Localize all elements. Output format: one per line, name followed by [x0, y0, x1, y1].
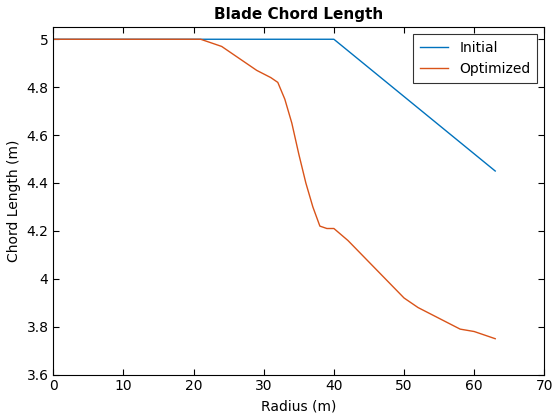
Optimized: [274, 80, 281, 85]
Optimized: [218, 44, 225, 49]
Optimized: [485, 334, 492, 339]
Optimized: [204, 39, 211, 44]
Optimized: [443, 320, 450, 325]
Line: Optimized: Optimized: [53, 39, 495, 339]
Optimized: [400, 295, 407, 300]
Optimized: [246, 63, 253, 68]
Optimized: [386, 281, 393, 286]
Optimized: [282, 97, 288, 102]
Initial: [330, 37, 337, 42]
Optimized: [268, 75, 274, 80]
Optimized: [471, 329, 478, 334]
Optimized: [260, 71, 267, 76]
Optimized: [344, 238, 351, 243]
Optimized: [225, 49, 232, 54]
Initial: [120, 37, 127, 42]
Optimized: [197, 37, 204, 42]
Optimized: [296, 152, 302, 157]
Optimized: [302, 181, 309, 186]
Title: Blade Chord Length: Blade Chord Length: [214, 7, 384, 22]
Optimized: [211, 42, 218, 47]
Optimized: [492, 336, 498, 341]
Optimized: [429, 312, 436, 317]
X-axis label: Radius (m): Radius (m): [261, 399, 337, 413]
Optimized: [288, 121, 295, 126]
Optimized: [190, 37, 197, 42]
Initial: [50, 37, 57, 42]
Initial: [190, 37, 197, 42]
Optimized: [85, 37, 92, 42]
Legend: Initial, Optimized: Initial, Optimized: [413, 34, 538, 83]
Optimized: [239, 58, 246, 63]
Optimized: [232, 53, 239, 58]
Optimized: [120, 37, 127, 42]
Optimized: [253, 68, 260, 73]
Y-axis label: Chord Length (m): Chord Length (m): [7, 140, 21, 262]
Optimized: [415, 305, 422, 310]
Optimized: [324, 226, 330, 231]
Optimized: [50, 37, 57, 42]
Initial: [492, 168, 498, 173]
Optimized: [358, 252, 365, 257]
Optimized: [330, 226, 337, 231]
Optimized: [310, 205, 316, 210]
Line: Initial: Initial: [53, 39, 495, 171]
Optimized: [372, 267, 379, 272]
Optimized: [155, 37, 162, 42]
Optimized: [457, 327, 464, 332]
Optimized: [316, 223, 323, 228]
